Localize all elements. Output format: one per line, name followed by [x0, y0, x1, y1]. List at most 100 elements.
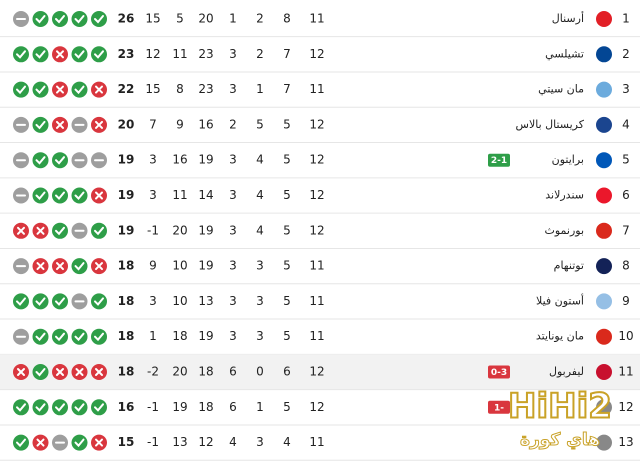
points: 23: [118, 47, 135, 61]
goal-difference: 3: [149, 294, 157, 308]
points: 18: [118, 259, 135, 273]
team-logo: [596, 46, 612, 63]
team-logo: [596, 116, 612, 133]
won: 5: [283, 400, 291, 414]
played: 12: [309, 47, 324, 61]
drawn: 3: [256, 435, 264, 449]
form-icon: [52, 328, 68, 345]
drawn: 1: [256, 400, 264, 414]
played: 12: [309, 117, 324, 131]
form-icon: [13, 46, 29, 63]
position: 6: [622, 188, 630, 202]
form-icon: [52, 187, 68, 204]
form-symbol: [74, 191, 85, 200]
form-icon: [13, 434, 29, 451]
form-icon: [91, 222, 107, 239]
table-row: 15 -1 13 12 4 3 4 11 13: [0, 434, 640, 461]
table-row: 16 -1 19 18 6 1 5 12 1- 12: [0, 399, 640, 426]
played: 12: [309, 153, 324, 167]
position: 3: [622, 82, 630, 96]
form-symbol: [95, 368, 103, 376]
goals-for: 23: [198, 47, 213, 61]
goals-against: 8: [176, 82, 184, 96]
goal-difference: 3: [149, 188, 157, 202]
form-symbol: [95, 120, 103, 129]
goal-difference: 15: [145, 82, 160, 96]
team-logo: [596, 364, 612, 380]
form-icon: [91, 11, 107, 27]
played: 12: [309, 188, 324, 202]
table-row: 20 7 9 16 2 5 5 12 كريستال بالاس 4: [0, 116, 640, 144]
lost: 3: [229, 294, 237, 308]
table-row: 23 12 11 23 3 2 7 12 تشيلسي 2: [0, 46, 640, 73]
goals-for: 23: [198, 82, 213, 96]
won: 5: [283, 188, 291, 202]
lost: 2: [229, 117, 237, 131]
played: 11: [309, 259, 324, 273]
form-icon: [91, 293, 107, 310]
goals-against: 20: [172, 365, 187, 379]
form-symbol: [16, 438, 26, 448]
position: 12: [618, 400, 633, 414]
form-symbol: [74, 438, 85, 448]
position: 5: [622, 153, 630, 167]
form-symbol: [74, 403, 85, 412]
form-icon: [32, 187, 49, 204]
team-logo: [596, 258, 612, 275]
table-row: 18 -2 20 18 6 0 6 12 0-3 ليفربول 11: [0, 354, 640, 391]
points: 18: [118, 365, 135, 379]
form-symbol: [55, 156, 65, 165]
team-name: ليفربول: [549, 365, 584, 378]
goal-difference: 7: [149, 117, 157, 131]
drawn: 3: [256, 294, 264, 308]
goals-against: 18: [172, 329, 187, 343]
live-score: 2-1: [491, 156, 507, 166]
form-symbol: [75, 368, 84, 376]
goal-difference: 1: [149, 329, 157, 343]
form-symbol: [56, 50, 64, 59]
form-symbol: [74, 262, 85, 271]
live-score-badge: [488, 365, 510, 379]
table-row: 22 15 8 23 3 1 7 11 مان سيتي 3: [0, 81, 640, 108]
goals-against: 16: [172, 153, 187, 167]
goals-against: 20: [172, 223, 187, 237]
table-row: 19 -1 20 19 3 4 5 12 بورنموث 7: [0, 222, 640, 249]
form-symbol: [95, 262, 103, 271]
form-symbol: [94, 15, 104, 24]
points: 19: [118, 153, 135, 167]
lost: 4: [229, 435, 237, 449]
position: 10: [618, 329, 633, 343]
form-symbol: [94, 50, 104, 59]
form-icon: [13, 81, 29, 98]
lost: 3: [229, 329, 237, 343]
goals-against: 5: [176, 12, 184, 26]
won: 7: [283, 47, 291, 61]
form-symbol: [16, 85, 26, 95]
goals-for: 14: [198, 188, 213, 202]
points: 15: [118, 435, 135, 449]
goals-for: 20: [198, 12, 213, 26]
points: 20: [118, 117, 135, 131]
won: 5: [283, 259, 291, 273]
form-icon: [13, 293, 29, 310]
live-score: 0-3: [491, 368, 507, 378]
goal-difference: 15: [145, 12, 160, 26]
team-name: كريستال بالاس: [516, 118, 585, 131]
played: 11: [309, 82, 324, 96]
form-symbol: [35, 50, 46, 59]
form-symbol: [74, 332, 85, 342]
table-row: 18 3 10 13 3 3 5 11 أستون فيلا 9: [0, 293, 640, 320]
won: 5: [283, 153, 291, 167]
team-name: تشيلسي: [545, 47, 584, 60]
team-logo: [596, 328, 612, 345]
drawn: 0: [256, 365, 264, 379]
points: 18: [118, 294, 135, 308]
drawn: 3: [256, 329, 264, 343]
team-name: سندرلاند: [545, 189, 584, 202]
drawn: 2: [256, 47, 264, 61]
won: 6: [283, 365, 291, 379]
lost: 3: [229, 259, 237, 273]
goals-for: 12: [198, 435, 213, 449]
form-symbol: [74, 50, 85, 59]
